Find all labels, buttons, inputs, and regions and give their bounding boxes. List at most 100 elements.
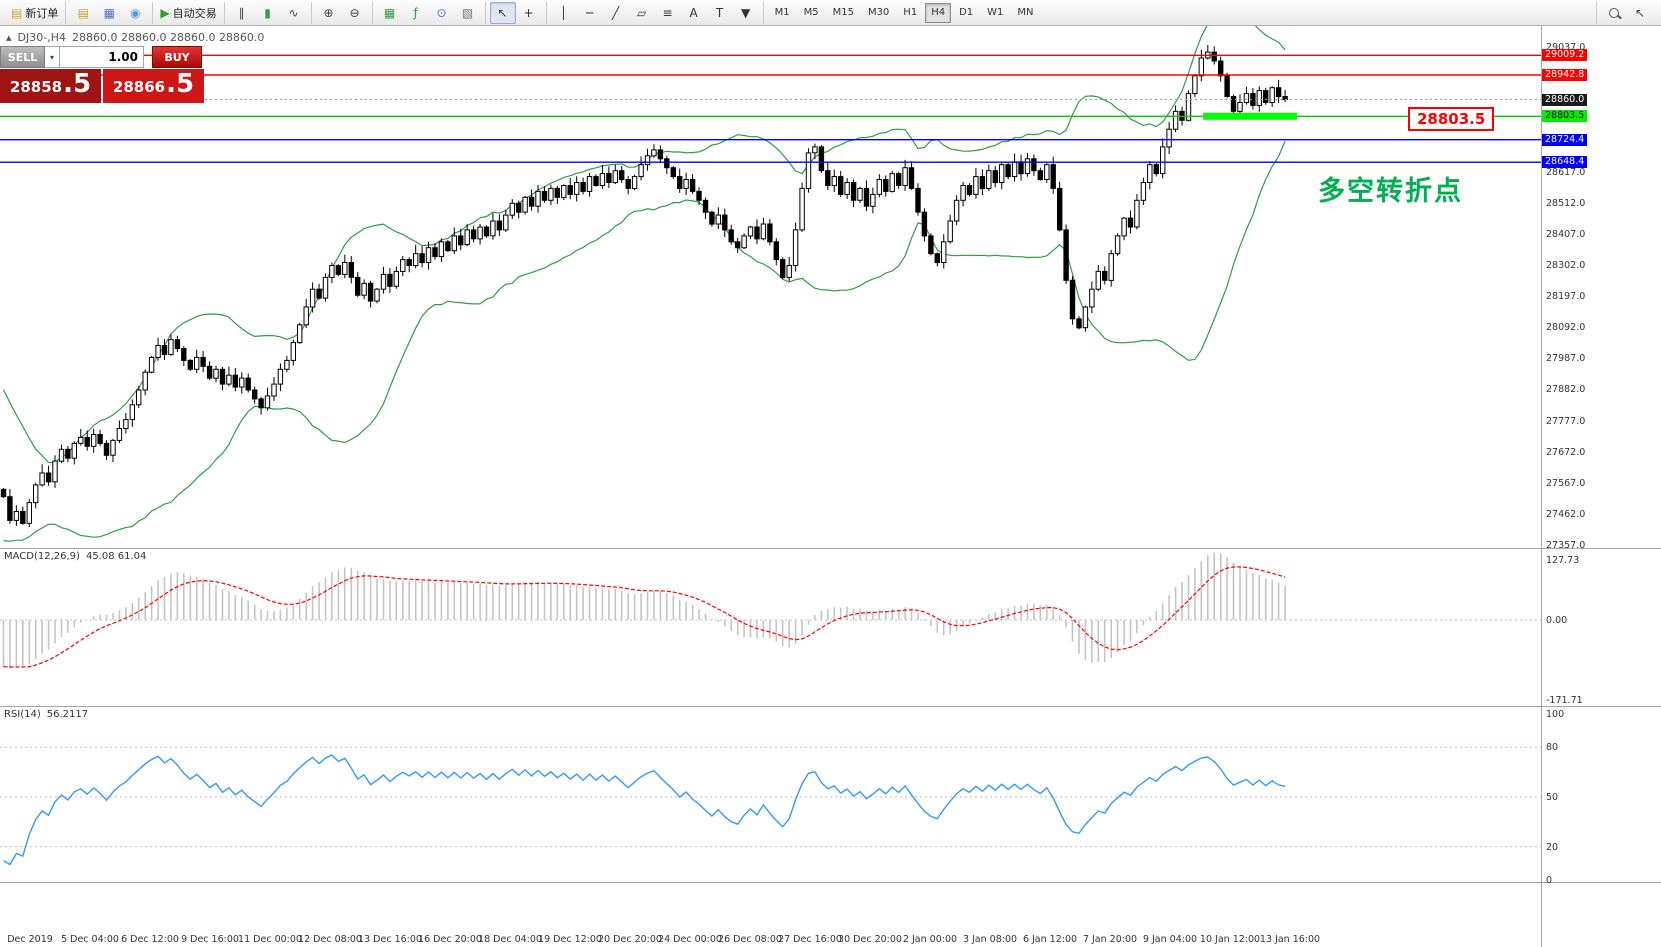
timeframe-M1[interactable]: M1 <box>774 7 790 18</box>
crosshair-button[interactable]: + <box>516 2 542 24</box>
horizontal-line-button[interactable]: ─ <box>577 2 603 24</box>
macd-label: MACD(12,26,9) 45.08 61.04 <box>4 551 146 562</box>
price-callout[interactable]: 28803.5 <box>1408 107 1495 131</box>
time-axis-label: 9 Jan 04:00 <box>1142 934 1198 945</box>
sell-price-main: 28858 <box>9 78 63 96</box>
time-axis-label: Dec 2019 <box>7 934 53 945</box>
chart-plot-area[interactable] <box>0 26 1541 882</box>
panel-separator-macd[interactable] <box>0 548 1661 549</box>
bar-chart-button[interactable]: ∥ <box>229 2 255 24</box>
price-axis-label: 27672.0 <box>1546 446 1586 458</box>
templates-button[interactable]: ▧ <box>455 2 481 24</box>
annotation-note[interactable]: 多空转折点 <box>1318 176 1463 207</box>
rsi-name: RSI(14) <box>4 709 41 720</box>
cursor-button[interactable]: ↖ <box>489 1 516 24</box>
autotrade-icon: ▶ <box>160 5 170 20</box>
toolbar-group-right: ↖ <box>1596 1 1657 24</box>
text-icon: A <box>689 5 698 20</box>
cursor-icon: ↖ <box>497 5 508 20</box>
label-button[interactable]: T <box>707 2 733 24</box>
macd-name: MACD(12,26,9) <box>4 551 80 562</box>
price-axis-label: 27777.0 <box>1546 415 1586 427</box>
autotrade-button-label: 自动交易 <box>172 6 217 20</box>
price-axis-label: 27462.0 <box>1546 508 1586 520</box>
timeframe-M30[interactable]: M30 <box>867 7 890 18</box>
time-axis-label: 18 Dec 04:00 <box>478 934 542 945</box>
new-order-button[interactable]: ▤ 新订单 <box>8 2 61 24</box>
one-click-trade-panel: SELL ▾ BUY 28858 .5 28866 .5 <box>0 46 206 103</box>
charts-stack-icon: ▤ <box>77 5 90 20</box>
volume-caret-icon[interactable]: ▾ <box>45 46 60 68</box>
timeframe-MN[interactable]: MN <box>1017 7 1034 18</box>
timeframe-H4[interactable]: H4 <box>925 2 952 23</box>
rsi-label: RSI(14) 56.2117 <box>4 709 88 720</box>
channel-button[interactable]: ▱ <box>629 2 655 24</box>
price-axis-label: 28407.0 <box>1546 228 1586 240</box>
price-axis-label: 27567.0 <box>1546 477 1586 489</box>
macd-values: 45.08 61.04 <box>85 551 147 562</box>
volume-input[interactable] <box>60 46 144 68</box>
timeframe-H1[interactable]: H1 <box>903 7 918 18</box>
time-axis-label: 12 Dec 08:00 <box>298 934 362 945</box>
sell-price-big: .5 <box>63 69 92 99</box>
buy-price[interactable]: 28866 .5 <box>103 69 204 103</box>
timeframe-D1[interactable]: D1 <box>959 7 974 18</box>
line-chart-icon: ∿ <box>288 5 299 20</box>
toolbar-group-pointer: ↖ + <box>484 1 546 24</box>
tile-windows-button[interactable]: ▦ <box>377 2 403 24</box>
panel-separator-rsi[interactable] <box>0 706 1661 707</box>
arrows-button[interactable]: ▼ <box>733 2 759 24</box>
time-scale[interactable] <box>0 882 1661 947</box>
price-axis-label: 28092.0 <box>1546 322 1586 334</box>
vertical-line-button[interactable]: │ <box>551 2 577 24</box>
market-watch-button[interactable]: ▦ <box>96 2 122 24</box>
time-axis-label: 3 Jan 08:00 <box>962 934 1018 945</box>
periods-icon: ⊙ <box>436 5 447 20</box>
periods-button[interactable]: ⊙ <box>429 2 455 24</box>
candlestick-button[interactable]: ▮ <box>255 2 281 24</box>
candlestick-icon: ▮ <box>264 5 271 20</box>
symbol-info: ▴ DJ30-,H4 28860.0 28860.0 28860.0 28860… <box>6 31 264 44</box>
trendline-button[interactable]: ╱ <box>603 2 629 24</box>
line-chart-button[interactable]: ∿ <box>281 2 307 24</box>
search-icon <box>1609 7 1619 18</box>
fibonacci-icon: ≡ <box>662 5 673 20</box>
price-axis-label: 28512.0 <box>1546 197 1586 209</box>
price-tag-green: 28803.5 <box>1542 110 1588 123</box>
timeframe-M15[interactable]: M15 <box>832 7 854 18</box>
templates-icon: ▧ <box>461 5 474 20</box>
time-axis-label: 27 Dec 16:00 <box>778 934 842 945</box>
zoom-in-button[interactable]: ⊕ <box>316 2 342 24</box>
toolbar-group-autotrade: ▶ 自动交易 <box>152 1 223 24</box>
window-pointer-button[interactable]: ↖ <box>1634 5 1646 20</box>
timeframe-M5[interactable]: M5 <box>803 7 819 18</box>
buy-price-big: .5 <box>166 69 195 99</box>
text-button[interactable]: A <box>681 2 707 24</box>
time-axis-label: 10 Jan 12:00 <box>1199 934 1261 945</box>
time-axis-label: 6 Dec 12:00 <box>121 934 179 945</box>
vertical-line-icon: │ <box>559 5 568 20</box>
fibonacci-button[interactable]: ≡ <box>655 2 681 24</box>
macd-axis-label: -171.71 <box>1546 695 1583 707</box>
timeframe-W1[interactable]: W1 <box>987 7 1004 18</box>
navigator-button[interactable]: ◉ <box>122 2 148 24</box>
indicators-button[interactable]: ƒ <box>403 2 429 24</box>
zoom-in-icon: ⊕ <box>323 5 334 20</box>
price-tag-blue: 28648.4 <box>1542 156 1588 169</box>
macd-axis-label: 127.73 <box>1546 555 1580 567</box>
rsi-axis-label: 20 <box>1546 841 1559 853</box>
navigator-icon: ◉ <box>130 5 141 20</box>
zoom-out-button[interactable]: ⊖ <box>342 2 368 24</box>
price-scale[interactable] <box>1541 26 1661 882</box>
sell-button[interactable]: SELL <box>0 46 45 68</box>
sell-price[interactable]: 28858 .5 <box>0 69 101 103</box>
rsi-axis-label: 80 <box>1546 742 1559 754</box>
charts-stack-button[interactable]: ▤ <box>70 2 96 24</box>
buy-button[interactable]: BUY <box>152 46 202 68</box>
search-button[interactable] <box>1601 2 1627 24</box>
channel-icon: ▱ <box>636 5 647 20</box>
time-axis-label: 20 Dec 20:00 <box>598 934 662 945</box>
trendline-icon: ╱ <box>611 5 620 20</box>
autotrade-button[interactable]: ▶ 自动交易 <box>157 2 219 24</box>
